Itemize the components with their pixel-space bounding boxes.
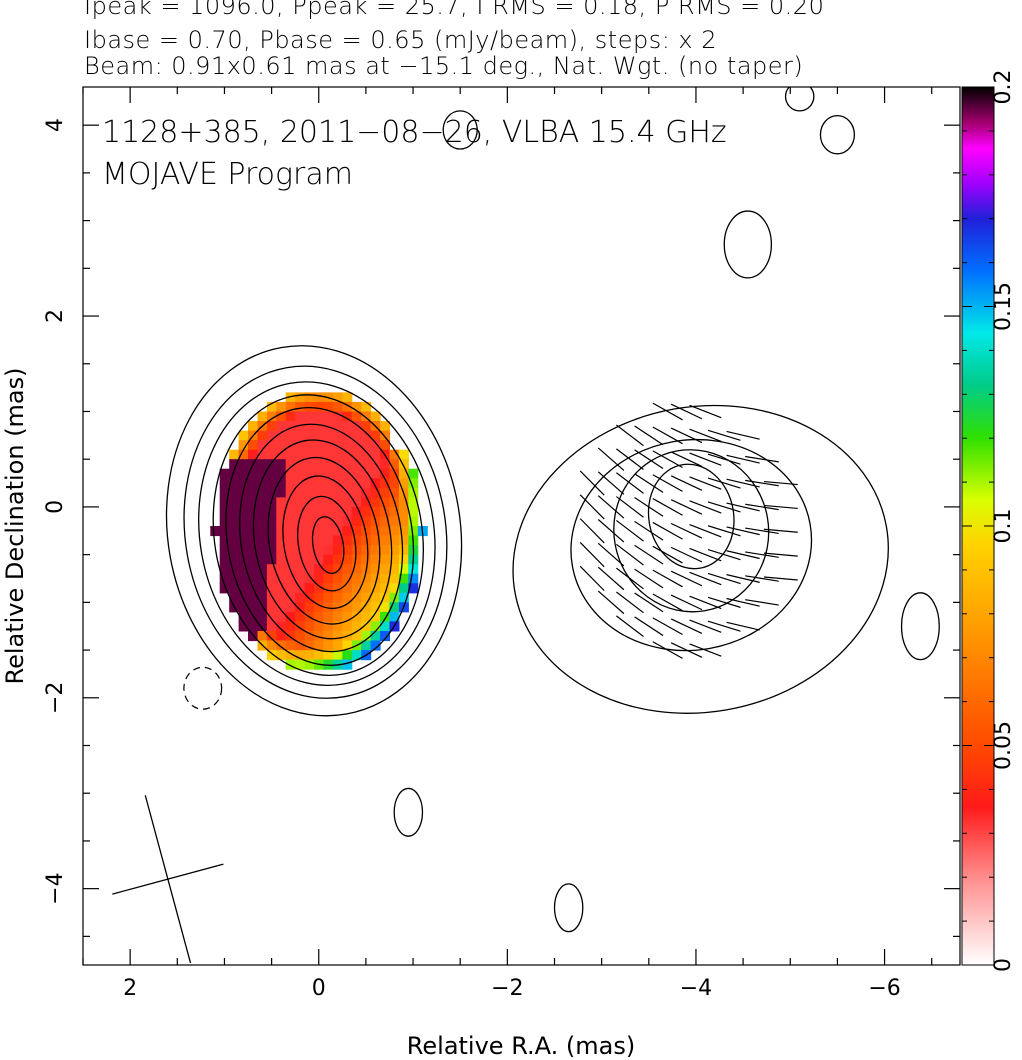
y-tick-label: −2 [43,682,68,714]
colorbar-tick-label: 0.2 [991,70,1016,105]
core-contour [297,495,357,592]
x-tick-label: −6 [868,976,900,1001]
plot-frame [82,86,961,966]
x-tick-label: 2 [123,976,137,1001]
y-tick-label: 0 [43,500,68,514]
fractional-polarization-image [210,392,428,670]
colorbar-tick-label: 0.05 [991,721,1016,770]
header-line-1: Ipeak = 1096.0, Ppeak = 25.7, I RMS = 0.… [84,0,825,20]
jet-contour [570,438,813,652]
evpa-vectors [579,402,798,659]
colorbar-tick-label: 0.15 [991,282,1016,331]
header-line-2: Ibase = 0.70, Pbase = 0.65 (mJy/beam), s… [84,26,718,54]
noise-contour [819,114,856,155]
core-contour [267,456,381,625]
core-contour [225,407,415,666]
y-tick-label: 4 [43,118,68,132]
noise-contour [553,883,584,933]
map-layer [112,87,940,964]
chart-title: 1128+385, 2011−08−26, VLBA 15.4 GHz [102,115,727,150]
noise-contour [442,110,478,150]
header-line-3: Beam: 0.91x0.61 mas at −15.1 deg., Nat. … [84,52,804,80]
core-contour [282,475,369,610]
jet-contour [512,404,889,714]
noise-contour [900,592,940,661]
noise-contour [723,210,773,279]
y-tick-label: 2 [43,309,68,323]
jet-contour [647,463,735,570]
core-contour [198,381,436,687]
colorbar-tick-label: 0.1 [991,509,1016,544]
colorbar-tick-label: 0 [991,958,1016,972]
x-tick-label: 0 [312,976,326,1001]
core-contour [252,439,393,640]
negative-contour [183,666,223,710]
core-contour [239,423,404,653]
noise-contour [393,787,424,837]
noise-contour [784,87,815,112]
y-tick-label: −4 [43,872,68,904]
core-contour [183,365,448,699]
x-tick-label: −4 [680,976,712,1001]
axis-ticks: 2 0 −2 −4 −6 −4 −2 0 2 4 [43,87,960,1001]
x-tick-label: −2 [491,976,523,1001]
y-axis-label: Relative Declination (mas) [1,367,29,684]
jet-contour [613,449,770,613]
core-contour [165,345,463,717]
chart-subtitle: MOJAVE Program [102,157,353,192]
colorbar-ticks: 0 0.05 0.1 0.15 0.2 [962,70,1016,972]
beam-minor-axis [112,863,224,895]
x-axis-label: Relative R.A. (mas) [407,1032,635,1060]
core-contour [311,516,345,575]
core-contour [212,394,424,676]
